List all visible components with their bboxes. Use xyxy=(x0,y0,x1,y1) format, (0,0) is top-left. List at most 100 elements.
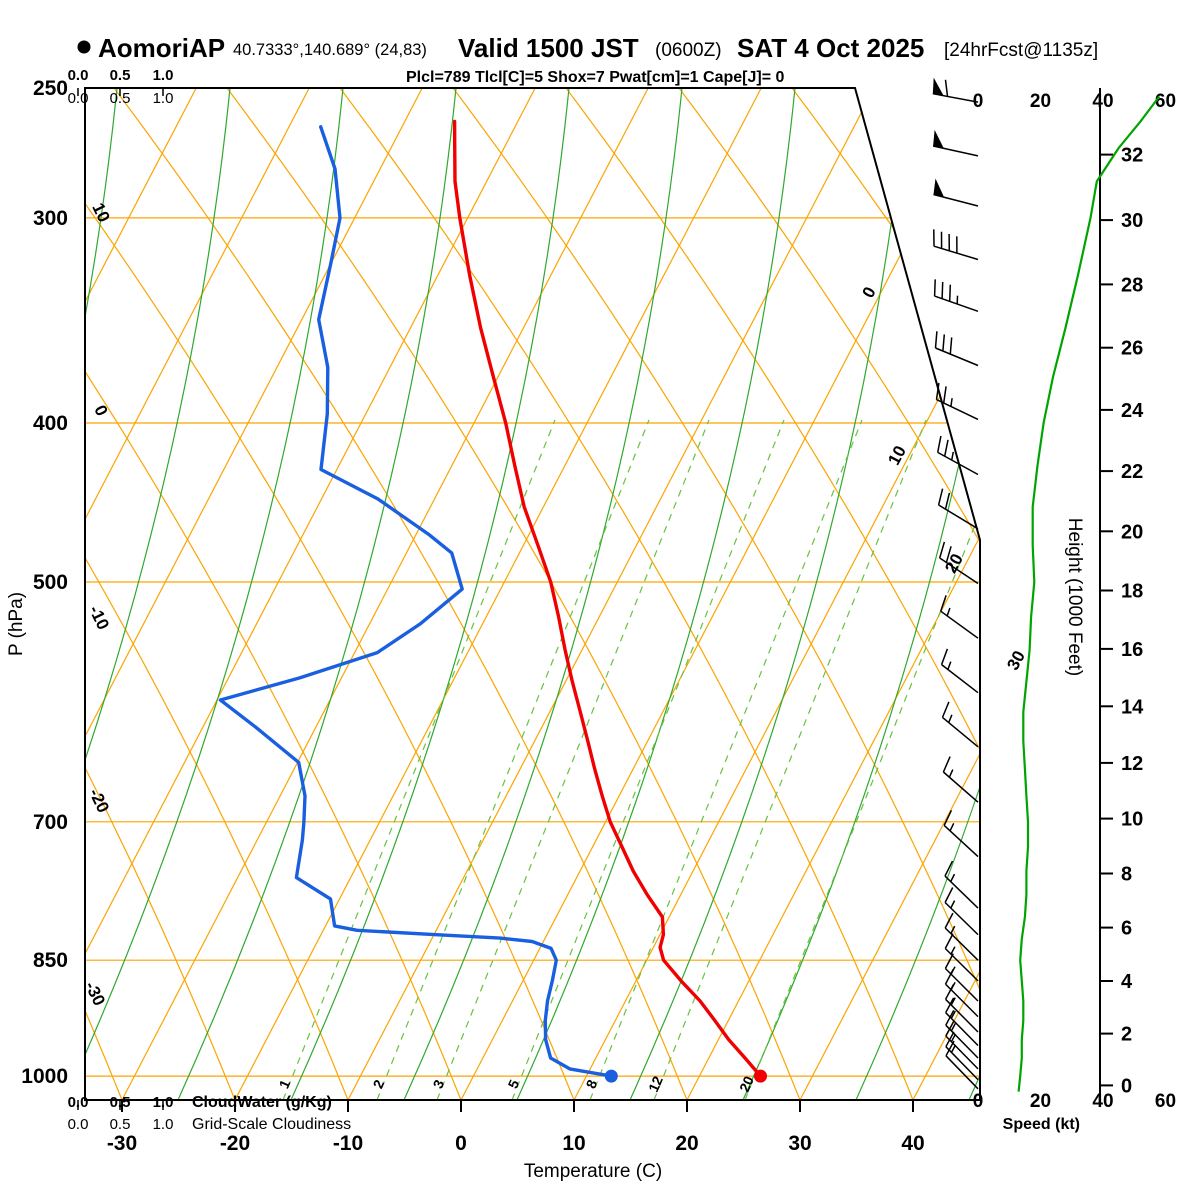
speed-scale-top: 20 xyxy=(1030,91,1051,112)
barb-staff xyxy=(932,79,979,103)
dry-adiabat-line xyxy=(85,88,462,1100)
wind-barb xyxy=(933,229,979,261)
wind-barb xyxy=(945,1031,979,1081)
wind-barb xyxy=(945,1040,979,1090)
mixing-ratio-label: 5 xyxy=(505,1077,523,1091)
barb-staff xyxy=(933,229,979,261)
pressure-tick-label: 500 xyxy=(33,571,68,594)
isotherm-label: 10 xyxy=(884,443,910,469)
temp-tick-label: -20 xyxy=(220,1132,250,1155)
dry-adiabat-line xyxy=(85,88,236,1100)
wind-barb xyxy=(945,997,979,1047)
valid-utc: (0600Z) xyxy=(655,40,722,61)
isotherm-line xyxy=(799,88,980,1100)
forecast-tag: [24hrFcst@1135z] xyxy=(944,40,1098,61)
barb-staff xyxy=(934,331,979,367)
dry-adiabat-line xyxy=(85,88,575,1100)
pressure-tick-label: 1000 xyxy=(21,1065,68,1088)
moist-adiabat-line xyxy=(85,88,231,1100)
height-tick-label: 22 xyxy=(1121,461,1143,483)
barb-staff xyxy=(935,382,979,421)
wind-barb xyxy=(933,178,979,207)
pressure-axis-title: P (hPa) xyxy=(6,592,27,656)
moist-adiabat-line xyxy=(629,88,909,1100)
cloudwater-scale-top: 0.0 xyxy=(68,67,89,84)
temp-tick-label: 0 xyxy=(455,1132,467,1155)
wind-barb xyxy=(944,912,979,961)
height-tick-label: 32 xyxy=(1121,145,1143,167)
barb-pennant xyxy=(933,178,945,198)
wind-barb xyxy=(933,279,979,313)
isotherm-line xyxy=(121,88,649,1100)
isotherm-label: 0 xyxy=(859,284,880,301)
isotherm-line xyxy=(85,88,536,1100)
wind-barb xyxy=(939,595,979,639)
cloudiness-scale-bottom: 0.0 xyxy=(68,1116,89,1133)
wind-barb-column xyxy=(932,77,979,1090)
height-tick-label: 10 xyxy=(1121,809,1143,831)
pressure-tick-label: 300 xyxy=(33,207,68,230)
height-tick-label: 12 xyxy=(1121,753,1143,775)
barb-staff xyxy=(942,756,979,803)
speed-scale-top: 40 xyxy=(1092,91,1113,112)
speed-scale-bottom: 60 xyxy=(1155,1091,1176,1112)
station-bullet-icon xyxy=(77,40,91,54)
moist-adiabat-line xyxy=(742,88,980,1100)
barb-staff xyxy=(937,488,979,530)
valid-time: Valid 1500 JST xyxy=(458,33,639,63)
barb-staff xyxy=(944,912,979,961)
height-tick-label: 26 xyxy=(1121,338,1143,360)
surface-dewpoint-marker xyxy=(604,1069,618,1083)
barb-staff xyxy=(944,887,979,936)
cloudiness-axis-title: Grid-Scale Cloudiness xyxy=(192,1116,351,1133)
height-tick-label: 2 xyxy=(1121,1024,1132,1046)
moist-adiabat-line xyxy=(516,88,796,1100)
cloudiness-scale-bottom: 0.5 xyxy=(110,1116,131,1133)
adiabat-label: -10 xyxy=(85,602,113,632)
dry-adiabat-line xyxy=(678,88,980,1100)
pressure-tick-label: 400 xyxy=(33,412,68,435)
height-tick-label: 24 xyxy=(1121,400,1144,422)
isotherm-line xyxy=(347,88,875,1100)
speed-scale-bottom: 20 xyxy=(1030,1091,1051,1112)
height-tick-label: 6 xyxy=(1121,918,1132,940)
mixing-ratio-label: 20 xyxy=(736,1073,757,1094)
height-tick-label: 30 xyxy=(1121,210,1143,232)
stability-indices: Plcl=789 Tlcl[C]=5 Shox=7 Pwat[cm]=1 Cap… xyxy=(406,69,784,86)
dry-adiabat-line xyxy=(565,88,980,1100)
cloudwater-scale-top: 0.5 xyxy=(110,67,131,84)
pressure-tick-label: 250 xyxy=(33,77,68,100)
barb-staff xyxy=(941,701,979,748)
height-tick-label: 14 xyxy=(1121,696,1144,718)
barb-staff xyxy=(944,933,979,982)
isotherm-label: 30 xyxy=(1003,648,1029,674)
wind-barb xyxy=(938,541,979,585)
wind-barb xyxy=(937,488,979,530)
height-tick-label: 8 xyxy=(1121,864,1132,886)
barb-staff xyxy=(938,541,979,585)
barb-pennant xyxy=(932,77,944,96)
mixing-ratio-line xyxy=(436,419,710,1100)
wind-barb xyxy=(944,860,979,909)
height-tick-label: 18 xyxy=(1121,581,1143,603)
mixing-ratio-label: 8 xyxy=(583,1077,601,1091)
temp-tick-label: 30 xyxy=(788,1132,811,1155)
isotherm-line xyxy=(85,88,197,1100)
wind-barb xyxy=(941,701,979,748)
wind-speed-curve xyxy=(1017,95,1161,1092)
height-tick-label: 4 xyxy=(1121,971,1133,993)
temperature-axis-title: Temperature (C) xyxy=(524,1161,662,1182)
height-axis-title: Height (1000 Feet) xyxy=(1064,518,1085,676)
isotherm-line xyxy=(686,88,980,1100)
barb-pennant xyxy=(933,129,944,149)
barb-staff xyxy=(944,860,979,909)
cloudiness-scale-top: 0.5 xyxy=(110,90,131,107)
surface-temperature-marker xyxy=(754,1069,767,1083)
temp-tick-label: -10 xyxy=(333,1132,363,1155)
station-name: AomoriAP xyxy=(98,33,225,63)
pressure-tick-label: 700 xyxy=(33,811,68,834)
wind-barb xyxy=(935,382,979,421)
isotherm-line xyxy=(85,88,310,1100)
dry-adiabat-line xyxy=(85,88,349,1100)
